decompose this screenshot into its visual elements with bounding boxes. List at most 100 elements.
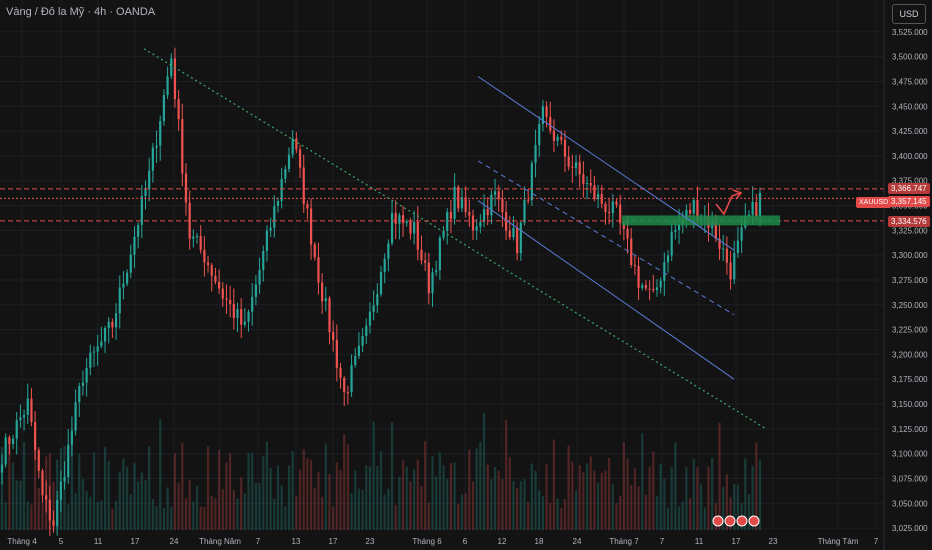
candle-body: [280, 178, 283, 202]
candle-body: [582, 174, 585, 184]
candle-body: [221, 288, 224, 299]
volume-bar: [41, 503, 44, 530]
candle-body: [210, 265, 213, 276]
event-marker-icon: [748, 515, 760, 527]
candle-body: [240, 309, 243, 325]
volume-bar: [427, 502, 430, 530]
candle-body: [486, 209, 489, 216]
volume-bar: [225, 462, 228, 530]
volume-bar: [490, 479, 493, 530]
volume-bar: [22, 441, 26, 530]
candle-body: [332, 332, 335, 341]
volume-bar: [335, 462, 338, 530]
volume-bar: [619, 495, 622, 530]
candle-body: [52, 520, 55, 526]
volume-bar: [188, 479, 191, 530]
volume-bar: [276, 465, 280, 530]
volume-bar: [85, 491, 88, 530]
volume-bar: [538, 490, 541, 530]
volume-bar: [195, 485, 199, 530]
candle-body: [740, 227, 743, 241]
volume-bar: [159, 419, 162, 530]
candle-body: [523, 199, 526, 223]
y-tick-label: 3,200.000: [892, 350, 928, 359]
candle-body: [471, 215, 475, 231]
candle-body: [692, 200, 695, 214]
volume-bar: [641, 433, 644, 530]
volume-bar: [674, 442, 677, 530]
volume-bar: [133, 463, 136, 530]
y-tick-label: 3,300.000: [892, 251, 928, 260]
volume-bar: [530, 463, 533, 530]
volume-bar: [89, 496, 92, 530]
volume-bar: [350, 493, 353, 530]
volume-bar: [707, 466, 710, 530]
volume-bar: [321, 497, 324, 530]
candle-body: [655, 287, 659, 291]
candle-body: [63, 477, 66, 482]
volume-bar: [563, 499, 567, 530]
volume-bar: [140, 472, 143, 530]
candle-body: [92, 351, 96, 353]
candle-body: [229, 299, 232, 304]
candle-body: [114, 313, 118, 328]
price-tag-lower: 3,334.576: [888, 216, 930, 227]
candle-body: [78, 386, 81, 403]
volume-bar: [343, 434, 346, 530]
trendline: [143, 48, 767, 430]
candle-body: [41, 470, 44, 496]
candle-body: [34, 422, 37, 451]
candle-body: [733, 252, 736, 280]
volume-bar: [291, 451, 294, 530]
x-tick-label: 17: [732, 537, 741, 546]
volume-bar: [107, 461, 110, 530]
volume-bar: [383, 494, 386, 530]
volume-bar: [114, 501, 118, 530]
candle-body: [751, 201, 754, 215]
candle-body: [593, 185, 596, 200]
volume-bar: [302, 449, 305, 530]
volume-bar: [696, 467, 699, 530]
volume-bar: [70, 428, 74, 530]
volume-bar: [659, 463, 662, 530]
volume-bar: [173, 453, 177, 530]
event-marker-icon: [712, 515, 724, 527]
x-tick-label: 23: [769, 537, 778, 546]
volume-bar: [192, 501, 195, 530]
volume-bar: [615, 503, 618, 530]
volume-bar: [251, 453, 254, 530]
candle-body: [718, 238, 721, 250]
candle-body: [696, 200, 699, 220]
candle-body: [416, 221, 419, 250]
volume-bar: [328, 473, 331, 530]
price-tag-upper: 3,366.747: [888, 183, 930, 194]
volume-bar: [460, 494, 464, 530]
candle-body: [111, 321, 114, 328]
currency-button[interactable]: USD: [892, 4, 926, 24]
volume-bar: [273, 498, 276, 530]
candle-body: [107, 321, 110, 329]
candle-body: [516, 227, 519, 254]
candle-body: [37, 450, 40, 471]
x-tick-label: Tháng 7: [609, 537, 639, 546]
candle-body: [475, 226, 478, 231]
x-tick-label: 18: [535, 537, 544, 546]
candle-body: [460, 197, 464, 209]
volume-bar: [560, 507, 563, 530]
candle-body: [170, 58, 173, 77]
volume-bar: [438, 452, 441, 530]
volume-bar: [751, 465, 754, 530]
volume-bar: [122, 458, 125, 530]
volume-bar: [497, 470, 500, 530]
volume-bar: [523, 478, 526, 530]
candle-body: [501, 199, 504, 213]
volume-bar: [387, 488, 390, 530]
candle-body: [151, 147, 154, 171]
volume-bar: [8, 443, 11, 530]
volume-bar: [663, 478, 666, 530]
candle-body: [755, 201, 758, 216]
forecast-arrow-head: [732, 189, 743, 200]
volume-bar: [630, 484, 633, 530]
volume-bar: [346, 444, 349, 530]
